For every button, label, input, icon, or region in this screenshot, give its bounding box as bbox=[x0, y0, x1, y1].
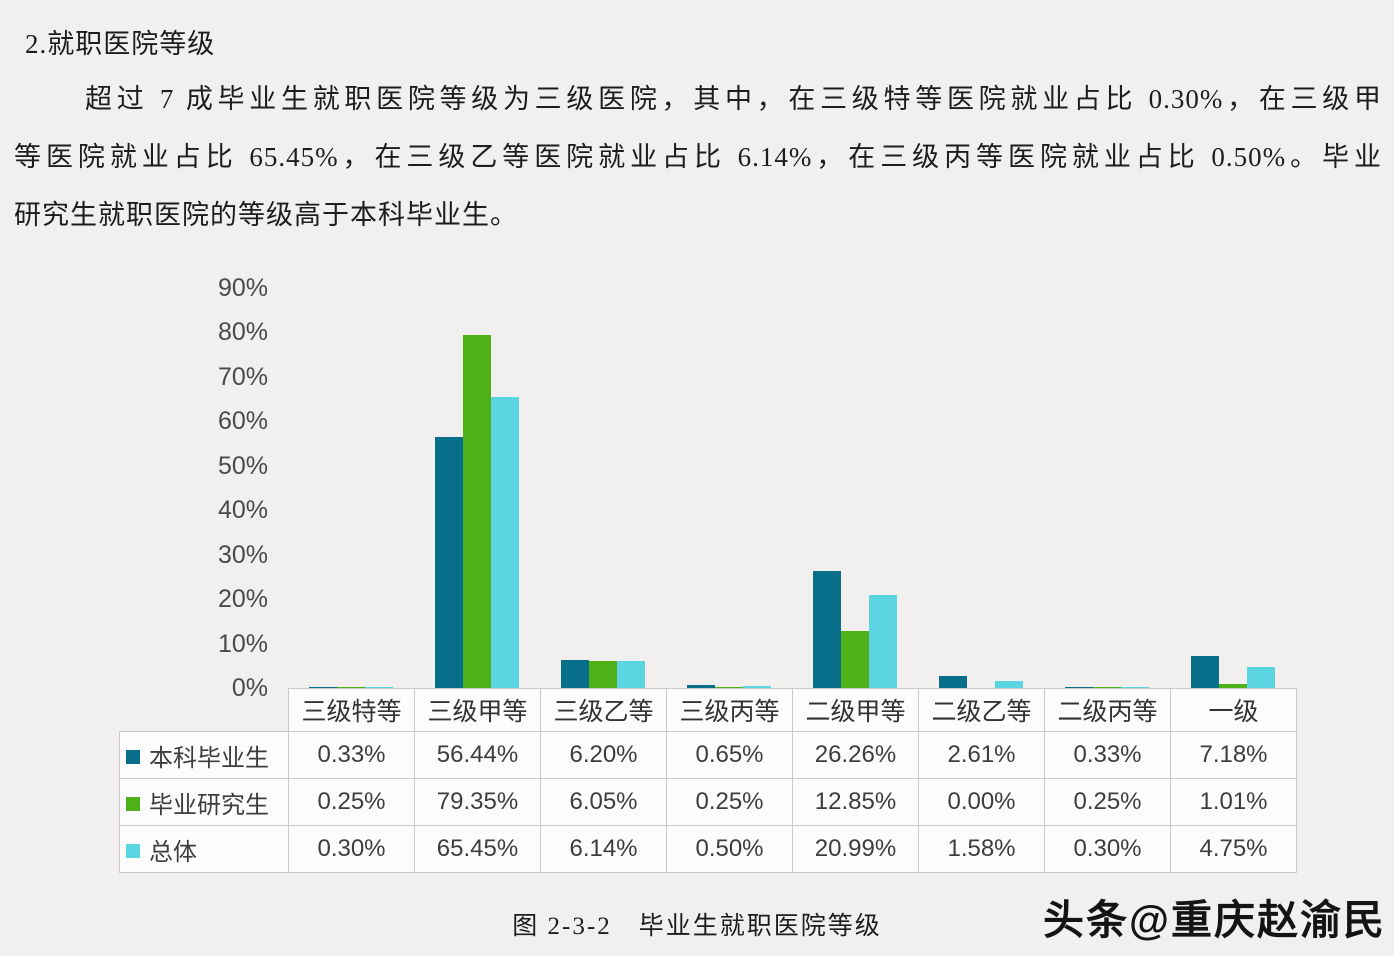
table-cell: 0.50% bbox=[666, 825, 793, 873]
column-header: 三级乙等 bbox=[540, 688, 667, 732]
y-axis-tick: 70% bbox=[217, 362, 268, 391]
y-axis-tick: 0% bbox=[231, 674, 268, 702]
y-axis-tick: 20% bbox=[217, 585, 268, 614]
bar bbox=[365, 687, 393, 688]
bar bbox=[589, 661, 617, 688]
table-row: 总体 0.30% 65.45% 6.14% 0.50% 20.99% 1.58% 0.30% 4… bbox=[119, 825, 1297, 873]
table-cell: 0.25% bbox=[1044, 778, 1171, 826]
table-cell: 0.00% bbox=[918, 778, 1045, 826]
paragraph-line: 等医院就业占比 65.45%，在三级乙等医院就业占比 6.14%，在三级丙等医院… bbox=[14, 142, 1382, 172]
table-cell: 6.20% bbox=[540, 731, 667, 779]
y-axis: 90% 80% 70% 60% 50% 40% 30% 20% 10% 0% bbox=[140, 274, 268, 702]
table-cell: 26.26% bbox=[792, 731, 919, 779]
y-axis-tick: 10% bbox=[217, 629, 268, 658]
table-cell: 20.99% bbox=[792, 825, 919, 873]
table-cell: 7.18% bbox=[1170, 731, 1297, 779]
column-header: 二级甲等 bbox=[792, 688, 919, 732]
table-cell: 0.30% bbox=[288, 825, 415, 873]
column-header: 二级丙等 bbox=[1044, 688, 1171, 732]
table-cell: 1.58% bbox=[918, 825, 1045, 873]
bar bbox=[743, 686, 771, 688]
paragraph-line: 超过 7 成毕业生就职医院等级为三级医院，其中，在三级特等医院就业占比 0.30… bbox=[85, 84, 1382, 114]
bar bbox=[435, 437, 463, 688]
bar bbox=[617, 661, 645, 688]
table-cell: 0.65% bbox=[666, 731, 793, 779]
table-cell: 2.61% bbox=[918, 731, 1045, 779]
bar bbox=[687, 685, 715, 688]
bar bbox=[939, 676, 967, 688]
bar bbox=[841, 631, 869, 688]
y-axis-tick: 90% bbox=[217, 274, 268, 302]
legend-item: 总体 bbox=[119, 825, 289, 873]
table-cell: 79.35% bbox=[414, 778, 541, 826]
bar bbox=[491, 397, 519, 688]
column-header: 三级甲等 bbox=[414, 688, 541, 732]
table-cell: 0.25% bbox=[666, 778, 793, 826]
column-header: 三级丙等 bbox=[666, 688, 793, 732]
table-cell: 6.14% bbox=[540, 825, 667, 873]
y-axis-tick: 60% bbox=[217, 407, 268, 436]
paragraph-line: 研究生就职医院的等级高于本科毕业生。 bbox=[14, 200, 518, 230]
legend-label: 本科毕业生 bbox=[149, 744, 269, 772]
y-axis-tick: 30% bbox=[217, 540, 268, 569]
legend-swatch bbox=[126, 797, 140, 812]
table-cell: 0.25% bbox=[288, 778, 415, 826]
plot-area bbox=[288, 288, 1296, 688]
watermark: 头条@重庆赵渝民 bbox=[1043, 897, 1386, 943]
figure-caption: 图 2-3-2 毕业生就职医院等级 bbox=[512, 913, 882, 940]
bar bbox=[463, 335, 491, 688]
table-cell: 6.05% bbox=[540, 778, 667, 826]
column-header: 三级特等 bbox=[288, 688, 415, 732]
y-axis-tick: 80% bbox=[217, 318, 268, 347]
bar bbox=[1121, 687, 1149, 688]
legend-item: 毕业研究生 bbox=[119, 778, 289, 826]
table-corner bbox=[120, 689, 289, 732]
table-row: 毕业研究生 0.25% 79.35% 6.05% 0.25% 12.85% 0.00% 0.2… bbox=[119, 778, 1297, 826]
bar bbox=[1247, 667, 1275, 688]
table-cell: 65.45% bbox=[414, 825, 541, 873]
legend-item: 本科毕业生 bbox=[119, 731, 289, 779]
legend-swatch bbox=[126, 750, 140, 765]
table-cell: 0.30% bbox=[1044, 825, 1171, 873]
data-table: 三级特等 三级甲等 三级乙等 三级丙等 二级甲等 二级乙等 二级丙等 一级本科毕业生 0.33%… bbox=[119, 688, 1297, 873]
legend-swatch bbox=[126, 844, 140, 859]
table-cell: 0.33% bbox=[288, 731, 415, 779]
bar bbox=[337, 687, 365, 688]
table-cell: 4.75% bbox=[1170, 825, 1297, 873]
bar bbox=[1093, 687, 1121, 688]
bar bbox=[1065, 687, 1093, 688]
bar bbox=[869, 595, 897, 688]
legend-label: 总体 bbox=[149, 838, 197, 866]
bar bbox=[309, 687, 337, 688]
y-axis-tick: 40% bbox=[217, 496, 268, 525]
table-cell: 0.33% bbox=[1044, 731, 1171, 779]
bar bbox=[995, 681, 1023, 688]
bar bbox=[715, 687, 743, 688]
legend-label: 毕业研究生 bbox=[149, 791, 269, 819]
y-axis-tick: 50% bbox=[217, 451, 268, 480]
table-row: 本科毕业生 0.33% 56.44% 6.20% 0.65% 26.26% 2.61% 0.3… bbox=[119, 731, 1297, 779]
table-cell: 1.01% bbox=[1170, 778, 1297, 826]
section-heading: 2.就职医院等级 bbox=[25, 29, 216, 59]
column-header: 一级 bbox=[1170, 688, 1297, 732]
bar bbox=[1191, 656, 1219, 688]
table-cell: 56.44% bbox=[414, 731, 541, 779]
column-header: 二级乙等 bbox=[918, 688, 1045, 732]
table-cell: 12.85% bbox=[792, 778, 919, 826]
bar bbox=[561, 660, 589, 688]
body-paragraph: 超过 7 成毕业生就职医院等级为三级医院，其中，在三级特等医院就业占比 0.30… bbox=[14, 70, 1382, 244]
bar bbox=[813, 571, 841, 688]
bar bbox=[1219, 684, 1247, 688]
